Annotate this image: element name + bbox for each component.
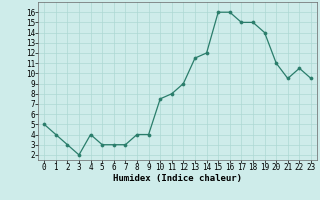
- X-axis label: Humidex (Indice chaleur): Humidex (Indice chaleur): [113, 174, 242, 183]
